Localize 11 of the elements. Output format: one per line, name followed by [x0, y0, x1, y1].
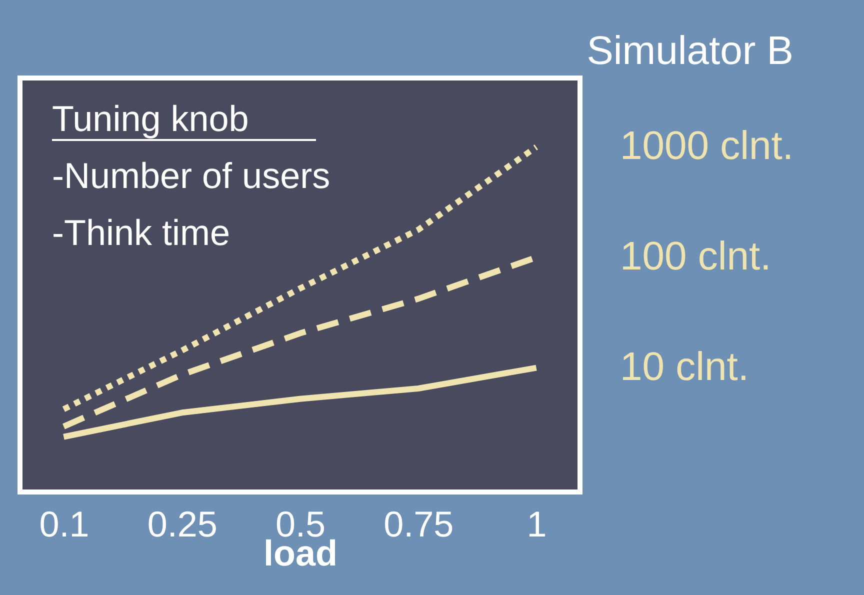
x-tick-label: 0.75	[384, 504, 454, 544]
text: 1000 clnt.	[620, 124, 794, 168]
text: Tuning knob	[52, 98, 249, 139]
text: 10 clnt.	[620, 344, 749, 389]
x-tick-label: 1	[526, 504, 547, 544]
text: Simulator B	[586, 29, 794, 73]
text: 100 clnt.	[620, 234, 772, 278]
annotation: -Number of users	[52, 155, 330, 196]
x-tick-label: 0.25	[147, 504, 218, 544]
annotation: -Think time	[52, 212, 230, 253]
x-tick-label: 0.1	[39, 504, 90, 544]
